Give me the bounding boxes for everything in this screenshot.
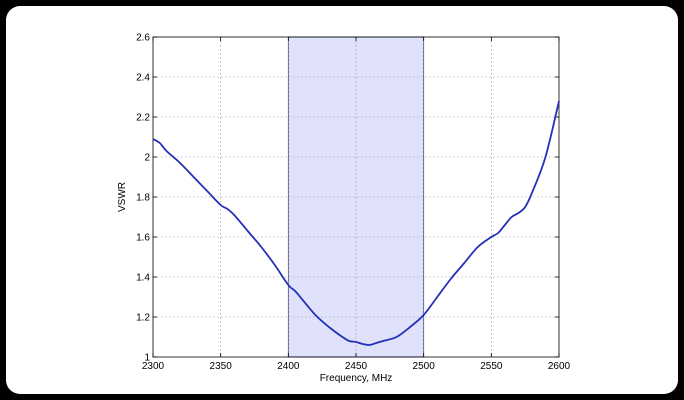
- y-tick-label: 2.2: [136, 113, 150, 124]
- x-tick-labels: 2300 2350 2400 2450 2500 2550 2600: [142, 361, 571, 372]
- x-axis-label: Frequency, MHz: [320, 373, 393, 384]
- series-line: [152, 100, 560, 346]
- y-tick-label: 2: [144, 153, 150, 164]
- y-tick-labels: 1 1.2 1.4 1.6 1.8 2 2.2 2.4 2.6: [136, 33, 150, 364]
- x-tick-label: 2550: [480, 361, 503, 372]
- x-tick-label: 2500: [413, 361, 436, 372]
- y-tick-label: 1.2: [136, 313, 150, 324]
- y-tick-label: 1.4: [136, 273, 150, 284]
- grid-lines: [153, 37, 559, 357]
- x-tick-label: 2450: [345, 361, 368, 372]
- y-tick-label: 2.6: [136, 33, 150, 44]
- x-tick-label: 2350: [210, 361, 233, 372]
- axis-ticks: [152, 36, 560, 358]
- y-axis-label: VSWR: [117, 182, 128, 212]
- x-tick-label: 2300: [142, 361, 165, 372]
- y-tick-label: 1: [144, 353, 150, 364]
- y-tick-label: 1.6: [136, 233, 150, 244]
- y-tick-label: 1.8: [136, 193, 150, 204]
- x-tick-label: 2600: [548, 361, 571, 372]
- y-tick-label: 2.4: [136, 73, 150, 84]
- x-tick-label: 2400: [277, 361, 300, 372]
